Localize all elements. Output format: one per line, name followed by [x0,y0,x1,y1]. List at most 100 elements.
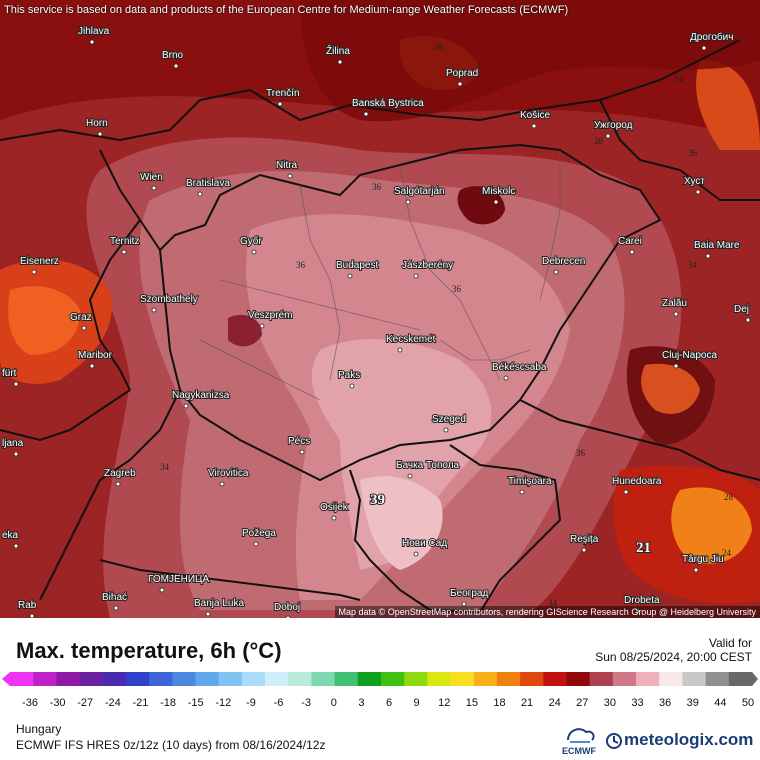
city-label: Jihlava [77,25,111,45]
scale-tick-label: 3 [358,697,364,709]
city-label: Pécs [287,435,311,455]
city-marker [457,81,463,87]
contour-label: 34 [548,598,558,608]
city-marker [121,249,127,255]
city-marker [693,567,699,573]
city-name: ljana [2,438,24,449]
city-name: Carei [618,236,642,247]
city-label: Eisenerz [19,255,60,275]
scale-tick-label: -9 [246,697,256,709]
border-bosnia [99,559,361,601]
temperature-map[interactable]: Jihlava Brno Žilina Poprad Дрогобич Trenčín Ba… [0,0,760,618]
city-name: Нови Сад [402,538,447,549]
scale-swatch [102,672,127,686]
city-name: Košice [520,110,550,121]
scale-swatch [427,672,452,686]
city-marker [331,515,337,521]
city-label: Paks [337,369,361,389]
scale-tick-label: 27 [576,697,588,709]
scale-swatch [473,672,498,686]
region-label: Hungary [16,722,62,736]
city-label: Nagykanizsa [171,389,231,409]
scale-swatch [682,672,707,686]
contour-label: 36 [372,182,382,192]
city-marker [151,307,157,313]
scale-swatch [10,672,34,686]
scale-tick-label: -18 [160,697,176,709]
city-name: Rab [18,600,37,611]
city-label: Kecskemét [385,333,437,353]
city-name: Pécs [288,436,310,447]
city-label: Brno [161,49,185,69]
city-label: Banja Luka [193,597,245,617]
scale-swatch [728,672,753,686]
city-name: Reșița [570,534,599,545]
city-marker [581,547,587,553]
city-marker [299,449,305,455]
city-name: fürt [2,368,17,379]
border-north [0,39,741,142]
temp-zone-orange-west-core [8,286,80,355]
city-label: Veszprém [247,309,293,329]
scale-tick-label: 21 [521,697,533,709]
scale-swatch [56,672,81,686]
city-marker [251,249,257,255]
city-marker [29,613,35,618]
scale-swatch [543,672,567,686]
city-marker [695,189,701,195]
city-marker [397,347,403,353]
city-label: Banská Bystrica [351,97,425,117]
contour-label: 36 [296,260,306,270]
scale-swatch [612,672,637,686]
scale-swatch [404,672,428,686]
city-name: ГОМЈЕНИЦА [148,574,209,585]
scale-swatch [659,672,683,686]
city-label: Poprad [445,67,479,87]
city-marker [605,133,611,139]
city-marker [113,605,119,611]
city-marker [503,375,509,381]
city-label: Salgótarján [393,185,446,205]
scale-tick-label: 18 [493,697,505,709]
valid-label: Valid for [708,636,752,650]
city-name: Virovitica [208,468,249,479]
city-label: Békéscsaba [491,361,548,381]
scale-swatch [636,672,660,686]
city-label: Ternitz [109,235,140,255]
legend-footer: Max. temperature, 6h (°C) Valid for Sun … [0,618,760,760]
city-label: Београд [449,587,489,607]
city-label: Jászberény [401,259,454,279]
city-name: Ужгород [594,120,633,131]
scale-swatch [125,672,150,686]
city-name: Timișoara [508,476,552,487]
scale-tick-label: -12 [215,697,231,709]
city-marker [673,311,679,317]
scale-swatch [496,672,521,686]
scale-tick-label: 0 [331,697,337,709]
city-label: Carei [617,235,643,255]
city-marker [347,273,353,279]
valid-date: Sun 08/25/2024, 20:00 CEST [595,650,752,664]
temp-zone-orange-se-core [671,487,752,564]
meteologix-logo-icon [606,733,622,749]
ecmwf-label: ECMWF [562,746,596,756]
city-name: Београд [450,588,488,599]
city-marker [173,63,179,69]
city-label: ГОМЈЕНИЦА [147,573,210,593]
city-label: Košice [519,109,551,129]
city-name: Szombathely [140,294,198,305]
city-name: Miskolc [482,186,515,197]
city-marker [635,608,641,614]
border-austria [88,149,161,391]
border-hungary [158,143,662,482]
city-name: Nagykanizsa [172,390,230,401]
city-name: Ternitz [110,236,139,247]
city-name: Paks [338,370,360,381]
scale-tick-label: -6 [274,697,284,709]
city-label: Дрогобич [689,30,734,51]
city-name: Graz [70,312,92,323]
city-label: Bihać [101,591,128,611]
city-label: Budapest [335,259,379,279]
brand-label[interactable]: meteologix.com [624,730,754,749]
city-marker [553,269,559,275]
